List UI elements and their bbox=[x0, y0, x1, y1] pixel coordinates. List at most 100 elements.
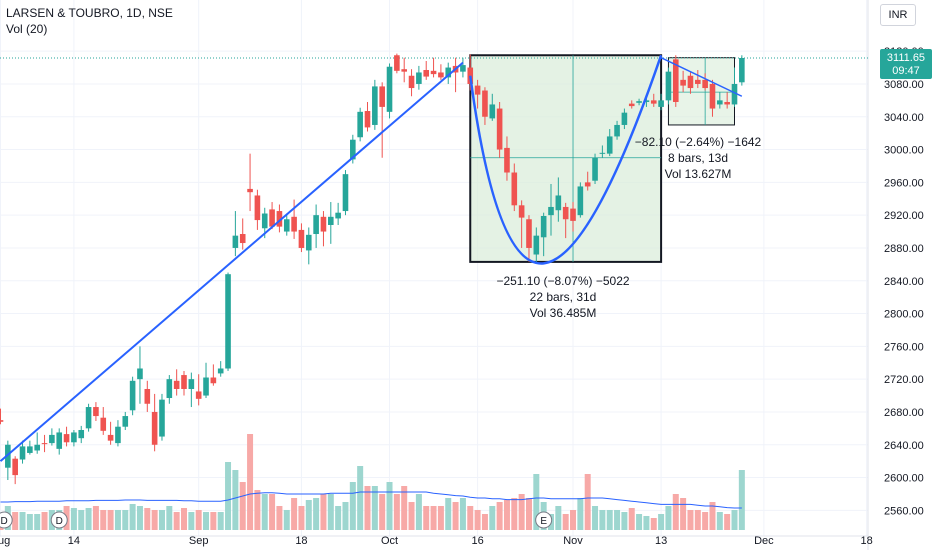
time-tick-label: 14 bbox=[68, 535, 80, 547]
candle bbox=[695, 70, 701, 89]
volume-bar bbox=[709, 502, 716, 530]
volume-bar bbox=[122, 510, 129, 530]
candle bbox=[687, 71, 694, 94]
candle-body bbox=[394, 55, 400, 71]
candle-body bbox=[291, 216, 297, 232]
volume-bar bbox=[606, 510, 613, 530]
price-tick-label: 2840.00 bbox=[884, 276, 924, 288]
candle bbox=[5, 440, 11, 481]
candle-body bbox=[166, 379, 173, 399]
candle bbox=[305, 227, 312, 265]
volume-bar bbox=[151, 510, 158, 530]
price-tick-label: 2800.00 bbox=[884, 309, 924, 321]
candle bbox=[584, 171, 591, 191]
candle bbox=[650, 93, 657, 107]
volume-bar bbox=[672, 494, 679, 530]
candle-body bbox=[518, 205, 525, 218]
candle bbox=[511, 163, 518, 212]
volume-indicator-label[interactable]: Vol (20) bbox=[6, 22, 48, 36]
candle-body bbox=[408, 75, 415, 89]
candle-body bbox=[313, 215, 319, 235]
candle bbox=[474, 79, 481, 109]
candle bbox=[724, 92, 730, 109]
candle bbox=[217, 361, 224, 377]
candle bbox=[63, 426, 70, 447]
candle bbox=[181, 370, 187, 396]
currency-button[interactable]: INR bbox=[880, 4, 916, 26]
candle bbox=[151, 393, 158, 452]
candle-body bbox=[717, 100, 723, 105]
candle-body bbox=[225, 274, 231, 369]
volume-bar bbox=[643, 516, 650, 530]
candle-body bbox=[350, 139, 356, 160]
candle bbox=[41, 434, 48, 453]
candle bbox=[526, 215, 532, 262]
candle bbox=[276, 204, 283, 233]
price-tick-label: 3080.00 bbox=[884, 79, 924, 91]
volume-bar bbox=[386, 482, 393, 530]
candle-body bbox=[570, 208, 576, 221]
candle bbox=[658, 93, 664, 111]
candle bbox=[364, 101, 371, 132]
price-tick-label: 2880.00 bbox=[884, 243, 924, 255]
price-tick-label: 2920.00 bbox=[884, 210, 924, 222]
candle bbox=[269, 202, 275, 230]
volume-bar bbox=[114, 510, 121, 530]
volume-bar bbox=[408, 502, 415, 530]
volume-bar bbox=[680, 498, 687, 530]
volume-bar bbox=[474, 510, 481, 530]
time-tick-label: Aug bbox=[0, 535, 10, 547]
candle bbox=[614, 120, 620, 140]
volume-bar bbox=[92, 506, 99, 530]
candle-body bbox=[5, 444, 11, 468]
volume-bar bbox=[584, 474, 591, 530]
candle bbox=[93, 402, 99, 421]
volume-bar bbox=[694, 510, 701, 530]
candlesticks bbox=[0, 53, 745, 485]
measure-label: Vol 36.485M bbox=[530, 306, 597, 320]
candle-body bbox=[416, 72, 422, 84]
event-marker-label: D bbox=[1, 516, 8, 527]
volume-bar bbox=[247, 434, 254, 530]
volume-bar bbox=[305, 500, 312, 530]
candle-body bbox=[276, 211, 283, 227]
volume-bar bbox=[562, 514, 569, 530]
candle bbox=[577, 182, 584, 218]
candle-body bbox=[672, 59, 679, 102]
candle-body bbox=[496, 108, 503, 150]
volume-bar bbox=[298, 506, 305, 530]
volume-bar bbox=[313, 498, 320, 530]
candle-body bbox=[548, 206, 554, 216]
candle bbox=[298, 223, 305, 253]
symbol-title[interactable]: LARSEN & TOUBRO, 1D, NSE bbox=[6, 6, 173, 20]
candle bbox=[78, 425, 85, 444]
volume-bar bbox=[188, 512, 195, 530]
price-tick-label: 2640.00 bbox=[884, 440, 924, 452]
annotations: −251.10 (−8.07%) −5022 22 bars, 31d Vol 36… bbox=[0, 135, 762, 529]
cup-curve bbox=[469, 54, 663, 265]
volume-bar bbox=[217, 512, 224, 530]
downtrend-line bbox=[660, 57, 743, 97]
volume-bar bbox=[570, 510, 577, 530]
candle-body bbox=[423, 70, 430, 77]
candle bbox=[166, 375, 173, 404]
candle bbox=[702, 73, 708, 91]
candle-body bbox=[181, 375, 187, 389]
volume-bar bbox=[614, 510, 621, 530]
time-tick-label: Sep bbox=[189, 535, 209, 547]
candle bbox=[621, 108, 628, 130]
candle-body bbox=[555, 195, 562, 211]
candle-body bbox=[482, 90, 488, 117]
chart-header: LARSEN & TOUBRO, 1D, NSE Vol (20) bbox=[6, 5, 173, 37]
volume-bar bbox=[41, 512, 48, 530]
price-tick-label: 2960.00 bbox=[884, 177, 924, 189]
volume-bar bbox=[577, 498, 584, 530]
volume-bar bbox=[379, 494, 386, 530]
event-marker bbox=[0, 511, 13, 529]
candle-body bbox=[254, 195, 261, 221]
volume-bar bbox=[181, 508, 187, 530]
candle-body bbox=[379, 86, 385, 107]
candle-body bbox=[614, 124, 620, 137]
